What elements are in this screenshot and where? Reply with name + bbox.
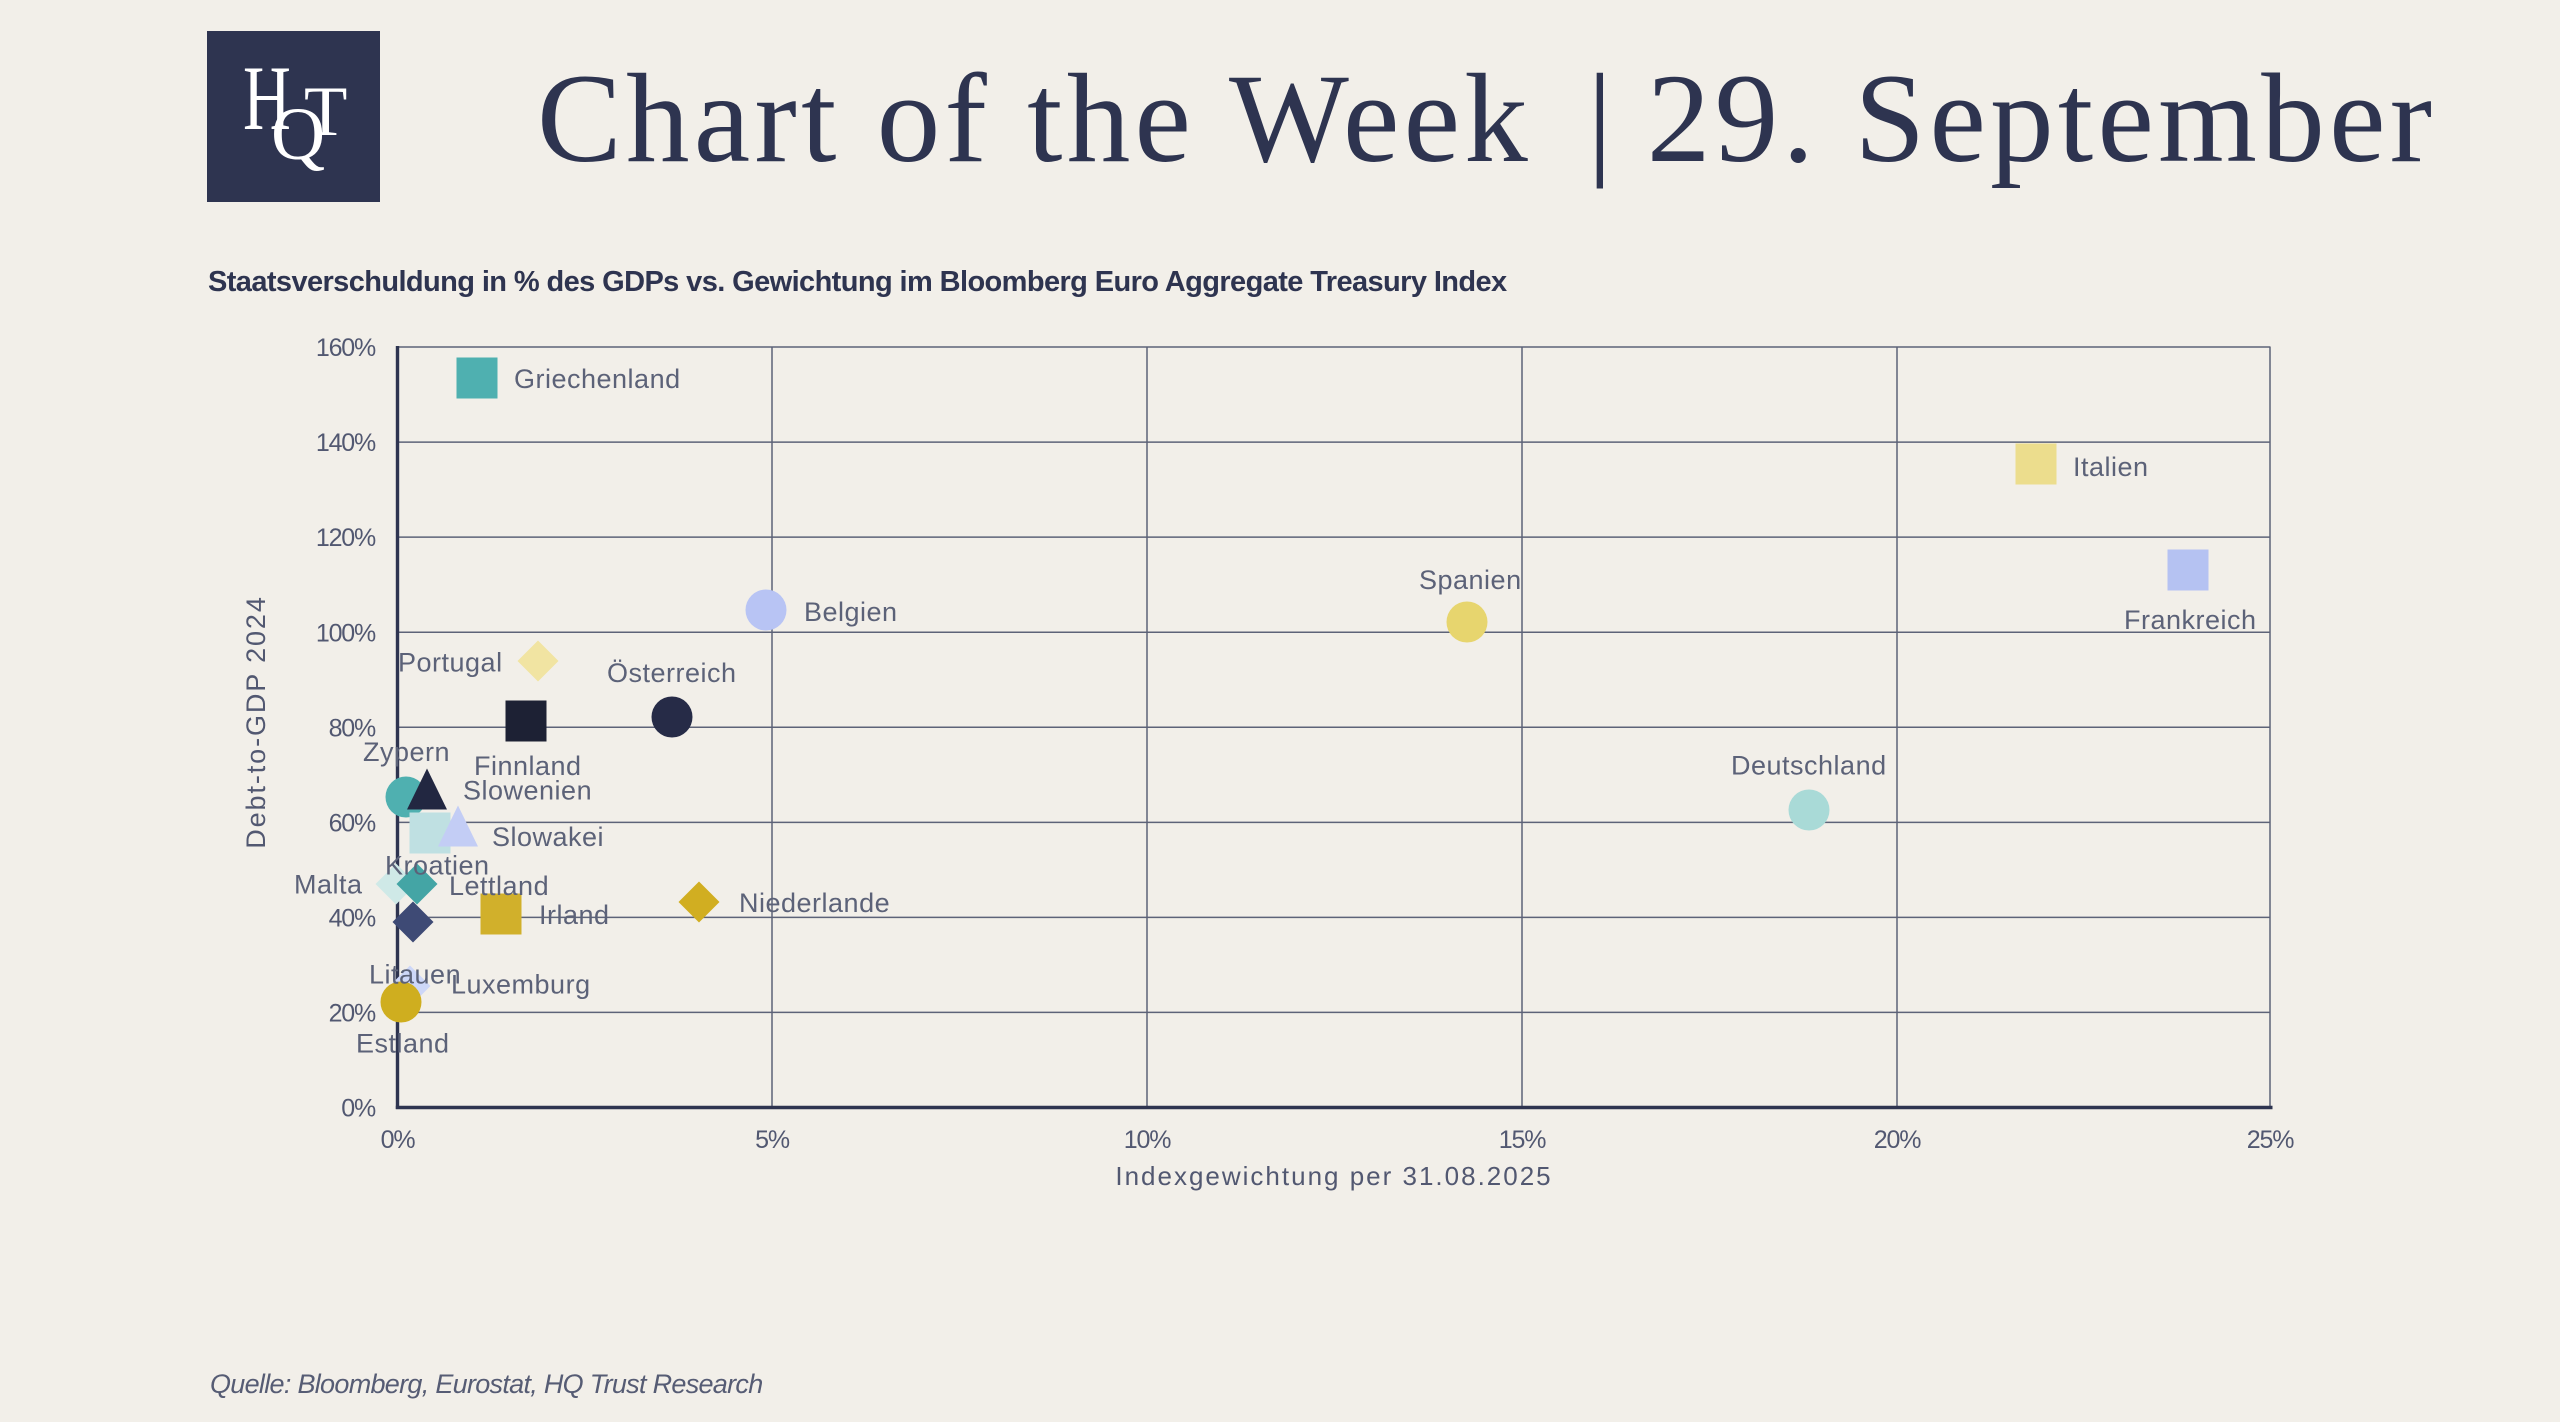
svg-text:5%: 5% [755, 1126, 790, 1154]
svg-text:0%: 0% [381, 1126, 416, 1154]
svg-text:10%: 10% [1124, 1126, 1171, 1154]
svg-text:Frankreich: Frankreich [2124, 605, 2257, 635]
svg-text:Italien: Italien [2073, 452, 2149, 482]
svg-text:Deutschland: Deutschland [1731, 750, 1887, 780]
svg-text:Litauen: Litauen [369, 959, 461, 989]
svg-text:20%: 20% [329, 1000, 376, 1028]
svg-text:Kroatien: Kroatien [385, 850, 490, 880]
svg-text:Finnland: Finnland [474, 751, 582, 781]
svg-text:160%: 160% [316, 334, 376, 362]
svg-text:Griechenland: Griechenland [514, 364, 681, 394]
svg-text:100%: 100% [316, 619, 376, 647]
svg-text:Indexgewichtung per 31.08.2025: Indexgewichtung per 31.08.2025 [1115, 1161, 1552, 1191]
svg-text:Malta: Malta [294, 869, 363, 899]
svg-text:Zypern: Zypern [363, 737, 450, 767]
svg-text:120%: 120% [316, 524, 376, 552]
svg-text:Österreich: Österreich [607, 658, 737, 688]
svg-text:Irland: Irland [539, 900, 610, 930]
svg-text:Portugal: Portugal [398, 647, 503, 677]
svg-text:20%: 20% [1874, 1126, 1921, 1154]
svg-text:60%: 60% [329, 810, 376, 838]
svg-text:40%: 40% [329, 905, 376, 933]
svg-text:Slowakei: Slowakei [492, 822, 604, 852]
svg-text:25%: 25% [2247, 1126, 2294, 1154]
svg-text:Lettland: Lettland [449, 871, 549, 901]
svg-text:Debt-to-GDP 2024: Debt-to-GDP 2024 [241, 595, 271, 849]
svg-text:80%: 80% [329, 714, 376, 742]
svg-text:Slowenien: Slowenien [463, 775, 592, 805]
svg-text:Spanien: Spanien [1419, 565, 1522, 595]
svg-text:0%: 0% [341, 1095, 376, 1123]
svg-text:Luxemburg: Luxemburg [451, 969, 591, 999]
svg-text:140%: 140% [316, 429, 376, 457]
svg-text:15%: 15% [1499, 1126, 1546, 1154]
svg-text:Niederlande: Niederlande [739, 888, 890, 918]
svg-text:Belgien: Belgien [804, 597, 898, 627]
svg-text:Estland: Estland [356, 1028, 450, 1058]
